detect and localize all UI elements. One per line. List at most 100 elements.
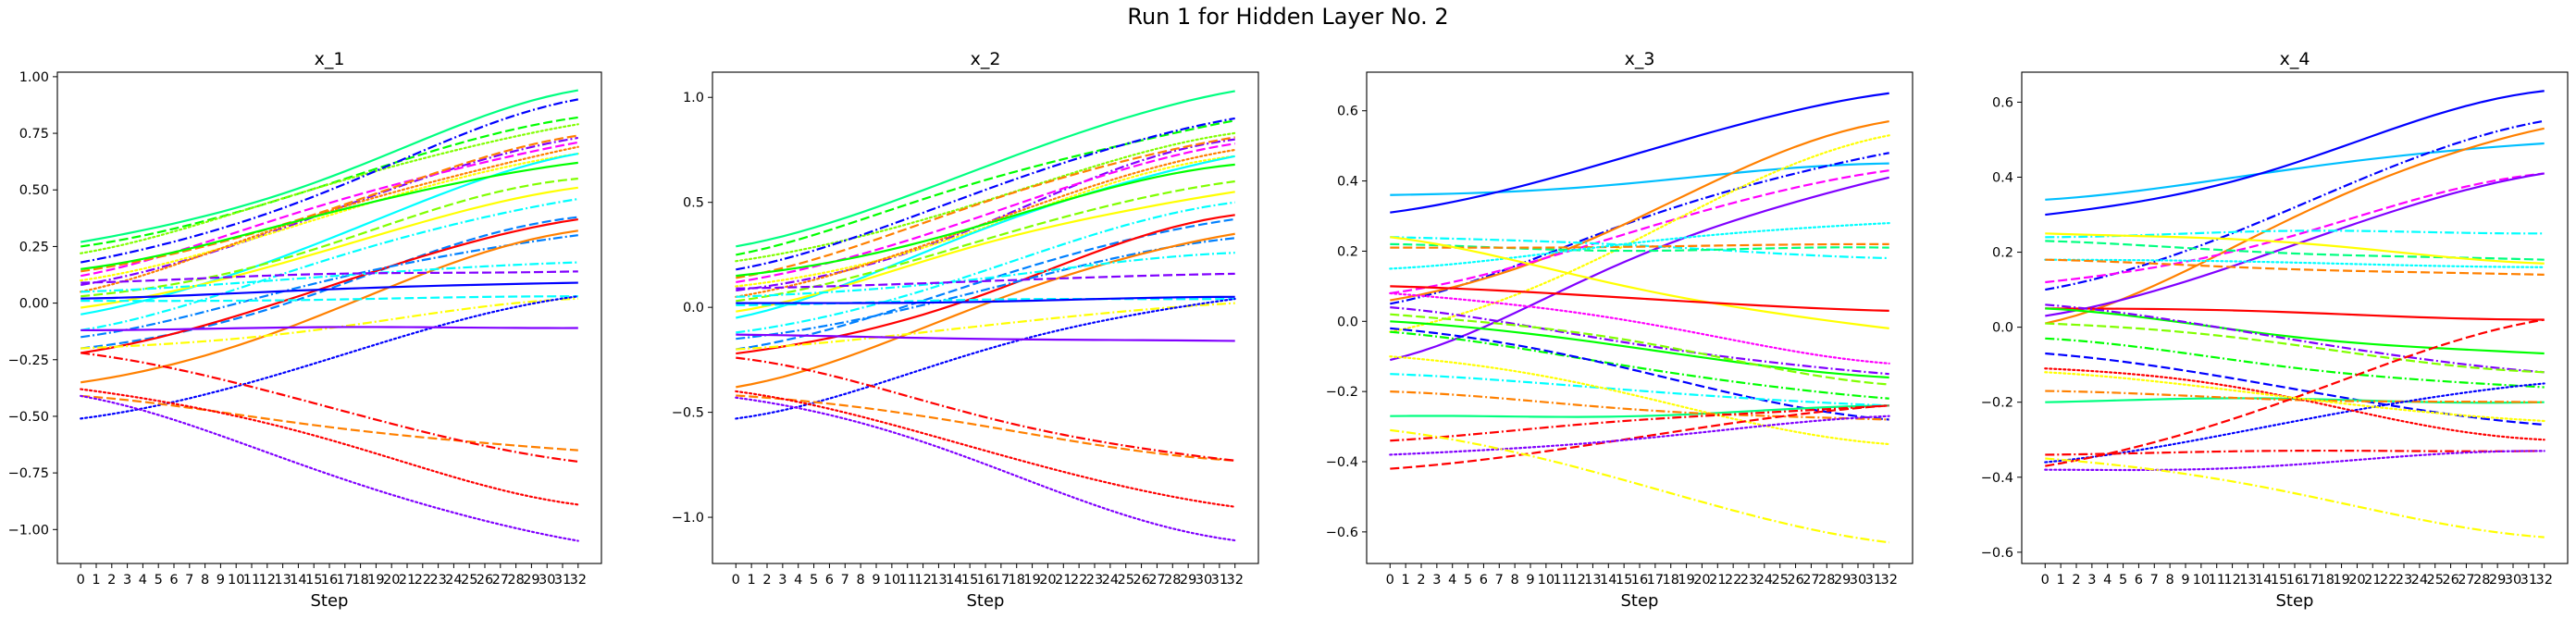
chart-title: x_4: [2280, 49, 2310, 69]
x-tick-label: 16: [2286, 573, 2303, 588]
series-line: [1389, 221, 1890, 270]
series-line: [80, 116, 578, 248]
y-tick-label: 0.0: [1337, 315, 1358, 329]
x-tick-label: 26: [1133, 573, 1149, 588]
x-tick-label: 6: [169, 573, 178, 588]
x-tick-label: 8: [201, 573, 209, 588]
x-tick-label: 7: [2150, 573, 2159, 588]
x-tick-label: 28: [507, 573, 524, 588]
x-tick-label: 12: [2223, 573, 2240, 588]
x-tick-label: 4: [794, 573, 802, 588]
x-tick-label: 6: [1480, 573, 1488, 588]
series-line: [735, 155, 1236, 288]
x-tick-label: 1: [1402, 573, 1410, 588]
x-tick-label: 20: [1039, 573, 1056, 588]
x-tick-label: 25: [2426, 573, 2443, 588]
series-line: [736, 252, 1235, 298]
x-tick-label: 12: [1568, 573, 1585, 588]
x-tick-label: 24: [2411, 573, 2428, 588]
x-tick-label: 5: [810, 573, 818, 588]
series-line: [1389, 355, 1890, 446]
x-tick-label: 31: [1211, 573, 1228, 588]
series-line: [1389, 291, 1890, 365]
x-tick-label: 30: [1850, 573, 1866, 588]
series-line: [1390, 313, 1889, 386]
x-tick-label: 25: [1117, 573, 1133, 588]
series-line: [2044, 258, 2545, 268]
y-tick-label: 0.50: [19, 183, 49, 198]
x-tick-label: 3: [1432, 573, 1441, 588]
x-tick-label: 11: [243, 573, 260, 588]
x-tick-label: 11: [1553, 573, 1569, 588]
series-line: [735, 390, 1236, 508]
series-line: [2045, 337, 2545, 389]
chart-title: x_1: [315, 49, 345, 69]
x-tick-label: 2: [762, 573, 771, 588]
series-line: [80, 234, 578, 339]
x-tick-label: 15: [305, 573, 322, 588]
y-tick-label: 0.75: [19, 127, 49, 142]
x-tick-label: 24: [1102, 573, 1119, 588]
x-tick-label: 7: [185, 573, 193, 588]
series-line: [80, 197, 578, 332]
series-line: [2045, 142, 2545, 201]
series-line: [80, 123, 579, 254]
x-tick-label: 0: [2041, 573, 2050, 588]
series-line: [736, 272, 1235, 290]
x-tick-label: 17: [2302, 573, 2319, 588]
series-line: [80, 134, 578, 273]
x-tick-label: 29: [523, 573, 539, 588]
x-tick-label: 1: [2057, 573, 2065, 588]
x-tick-label: 12: [914, 573, 931, 588]
x-tick-label: 29: [1180, 573, 1196, 588]
x-tick-label: 27: [492, 573, 509, 588]
y-tick-label: −0.6: [1981, 546, 2013, 561]
series-line: [2045, 258, 2545, 276]
y-tick-label: −0.4: [1326, 455, 1358, 470]
y-tick-label: −0.4: [1981, 471, 2013, 486]
x-tick-label: 1: [92, 573, 100, 588]
x-tick-label: 14: [290, 573, 306, 588]
series-line: [1390, 404, 1889, 442]
y-tick-label: 0.2: [1992, 246, 2013, 261]
y-tick-label: −0.2: [1981, 396, 2013, 411]
series-line: [80, 136, 578, 287]
series-line: [1389, 415, 1890, 456]
series-line: [80, 217, 578, 354]
series-line: [80, 270, 578, 284]
series-line: [80, 152, 579, 282]
x-tick-label: 22: [1071, 573, 1087, 588]
series-line: [736, 142, 1235, 284]
series-line: [736, 117, 1235, 271]
series-group: [735, 90, 1236, 542]
x-tick-label: 19: [367, 573, 384, 588]
x-tick-label: 9: [217, 573, 225, 588]
x-tick-label: 16: [977, 573, 994, 588]
series-line: [80, 177, 578, 298]
series-line: [1390, 92, 1889, 214]
x-tick-label: 28: [1818, 573, 1835, 588]
x-tick-label: 31: [554, 573, 571, 588]
chart-title: x_2: [971, 49, 1001, 69]
y-tick-label: 0.0: [1992, 321, 2013, 336]
series-group: [2044, 90, 2545, 539]
series-line: [80, 89, 579, 243]
series-line: [2044, 367, 2545, 441]
series-line: [2044, 450, 2545, 472]
series-line: [80, 394, 578, 452]
y-tick-label: −0.75: [8, 466, 49, 481]
x-tick-label: 18: [1008, 573, 1024, 588]
chart-panel-4: x_40 1 2 3 4 5 6 7 8 9 101112131415161718192021222…: [1981, 49, 2569, 611]
x-tick-label: 29: [1834, 573, 1851, 588]
x-tick-label: 0: [732, 573, 740, 588]
series-line: [1390, 169, 1889, 295]
series-line: [736, 180, 1235, 303]
y-tick-label: 0.2: [1337, 244, 1358, 259]
x-tick-label: 25: [1771, 573, 1788, 588]
series-line: [1390, 285, 1889, 313]
x-tick-label: 27: [1802, 573, 1819, 588]
x-tick-label: 22: [2380, 573, 2396, 588]
series-group: [1389, 92, 1890, 544]
x-tick-label: 26: [477, 573, 493, 588]
